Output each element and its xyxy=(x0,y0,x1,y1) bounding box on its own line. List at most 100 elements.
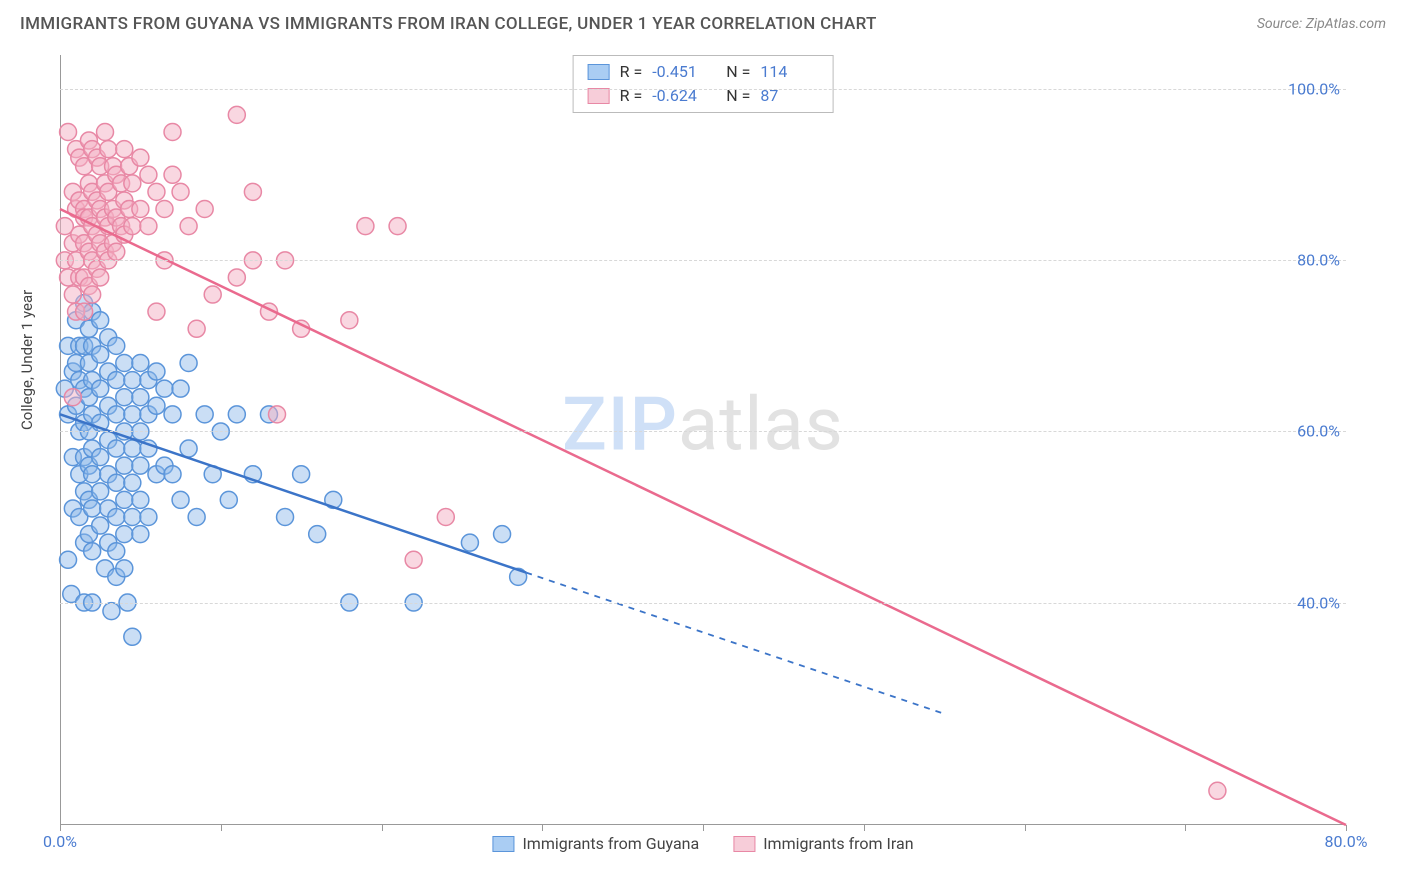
scatter-point xyxy=(84,543,101,560)
x-tick-label: 0.0% xyxy=(43,832,77,851)
source-credit: Source: ZipAtlas.com xyxy=(1257,16,1386,32)
scatter-point xyxy=(180,355,197,372)
scatter-point xyxy=(108,440,125,457)
scatter-point xyxy=(140,166,157,183)
chart-svg xyxy=(60,55,1346,825)
scatter-point xyxy=(64,286,81,303)
y-tick-label: 80.0% xyxy=(1297,251,1340,270)
scatter-point xyxy=(108,337,125,354)
scatter-point xyxy=(132,355,149,372)
x-tick-mark xyxy=(703,825,704,831)
scatter-point xyxy=(92,483,109,500)
scatter-point xyxy=(494,526,511,543)
scatter-point xyxy=(461,534,478,551)
scatter-point xyxy=(204,286,221,303)
legend-row: R = -0.451 N = 114 xyxy=(588,60,819,84)
scatter-point xyxy=(92,269,109,286)
scatter-point xyxy=(188,509,205,526)
scatter-point xyxy=(92,312,109,329)
x-tick-label: 80.0% xyxy=(1325,832,1368,851)
y-axis-label: College, Under 1 year xyxy=(18,290,36,430)
scatter-point xyxy=(108,372,125,389)
x-tick-mark xyxy=(542,825,543,831)
legend-swatch xyxy=(492,836,514,852)
scatter-point xyxy=(132,457,149,474)
gridline xyxy=(60,89,1346,90)
scatter-point xyxy=(124,474,141,491)
scatter-point xyxy=(108,406,125,423)
scatter-point xyxy=(132,149,149,166)
regression-line xyxy=(60,209,1346,825)
scatter-point xyxy=(196,201,213,218)
x-tick-mark xyxy=(1185,825,1186,831)
y-tick-label: 100.0% xyxy=(1288,80,1340,99)
scatter-point xyxy=(140,218,157,235)
regression-line-extrapolated xyxy=(526,573,944,714)
legend-swatch xyxy=(733,836,755,852)
scatter-point xyxy=(124,406,141,423)
plot-area: ZIPatlas R = -0.451 N = 114 R = -0.624 N… xyxy=(60,55,1346,825)
scatter-point xyxy=(172,183,189,200)
scatter-point xyxy=(108,474,125,491)
scatter-point xyxy=(156,380,173,397)
scatter-point xyxy=(164,466,181,483)
scatter-point xyxy=(124,218,141,235)
scatter-point xyxy=(132,526,149,543)
scatter-point xyxy=(116,491,133,508)
scatter-point xyxy=(84,500,101,517)
scatter-point xyxy=(148,397,165,414)
scatter-point xyxy=(228,106,245,123)
scatter-point xyxy=(188,320,205,337)
legend-swatch xyxy=(588,88,610,104)
scatter-point xyxy=(124,372,141,389)
scatter-point xyxy=(1209,782,1226,799)
y-tick-label: 40.0% xyxy=(1297,593,1340,612)
legend-swatch xyxy=(588,64,610,80)
scatter-point xyxy=(100,141,117,158)
scatter-point xyxy=(103,603,120,620)
scatter-point xyxy=(140,509,157,526)
scatter-point xyxy=(196,406,213,423)
scatter-point xyxy=(116,526,133,543)
legend-stats: R = -0.451 N = 114 R = -0.624 N = 87 xyxy=(573,55,834,113)
scatter-point xyxy=(164,166,181,183)
scatter-point xyxy=(293,466,310,483)
scatter-point xyxy=(60,551,77,568)
scatter-point xyxy=(148,363,165,380)
scatter-point xyxy=(64,389,81,406)
scatter-point xyxy=(116,141,133,158)
scatter-point xyxy=(116,457,133,474)
gridline xyxy=(60,431,1346,432)
x-tick-mark xyxy=(60,825,61,831)
scatter-point xyxy=(124,628,141,645)
scatter-point xyxy=(172,491,189,508)
scatter-point xyxy=(116,560,133,577)
scatter-point xyxy=(180,218,197,235)
scatter-point xyxy=(148,183,165,200)
gridline xyxy=(60,603,1346,604)
scatter-point xyxy=(132,201,149,218)
legend-item: Immigrants from Guyana xyxy=(492,834,699,853)
scatter-point xyxy=(76,303,93,320)
scatter-point xyxy=(405,551,422,568)
gridline xyxy=(60,260,1346,261)
scatter-point xyxy=(108,509,125,526)
scatter-point xyxy=(156,201,173,218)
scatter-point xyxy=(357,218,374,235)
x-tick-mark xyxy=(221,825,222,831)
scatter-point xyxy=(116,389,133,406)
scatter-point xyxy=(228,269,245,286)
scatter-point xyxy=(116,355,133,372)
scatter-point xyxy=(124,440,141,457)
scatter-point xyxy=(180,440,197,457)
scatter-point xyxy=(341,312,358,329)
scatter-point xyxy=(172,380,189,397)
scatter-point xyxy=(164,406,181,423)
x-tick-mark xyxy=(382,825,383,831)
scatter-point xyxy=(92,449,109,466)
scatter-point xyxy=(108,243,125,260)
scatter-point xyxy=(60,124,77,141)
scatter-point xyxy=(164,124,181,141)
x-tick-mark xyxy=(1025,825,1026,831)
scatter-point xyxy=(92,346,109,363)
